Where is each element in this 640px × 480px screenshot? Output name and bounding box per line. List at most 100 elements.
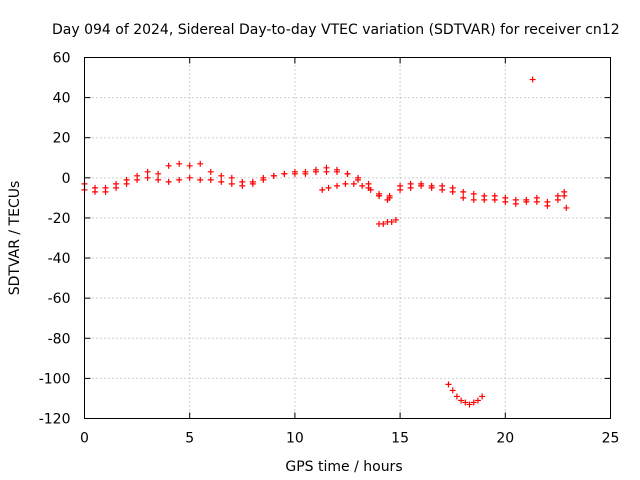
y-tick-label: 60	[53, 51, 71, 67]
y-tick-label: -100	[39, 371, 71, 387]
series-low-segment	[376, 216, 399, 227]
data-point	[418, 180, 425, 187]
data-point	[270, 172, 277, 179]
data-point	[176, 160, 183, 167]
data-point	[376, 192, 383, 199]
data-point	[407, 180, 414, 187]
data-point	[481, 192, 488, 199]
data-point	[239, 178, 246, 185]
chart-title: Day 094 of 2024, Sidereal Day-to-day VTE…	[52, 22, 620, 38]
data-point	[466, 401, 473, 408]
series-secondary-arc	[319, 180, 391, 203]
y-tick-label: -80	[48, 331, 71, 347]
data-point	[554, 192, 561, 199]
data-point	[134, 172, 141, 179]
data-point	[165, 162, 172, 169]
data-point	[92, 184, 99, 191]
data-point	[155, 176, 162, 183]
data-point	[449, 184, 456, 191]
data-point	[449, 387, 456, 394]
data-point	[563, 204, 570, 211]
data-point	[302, 168, 309, 175]
data-point	[512, 196, 519, 203]
data-point	[197, 160, 204, 167]
series-outlier	[529, 76, 536, 83]
axis-ticks: 0 5 10 15 20 25 -120 -100 -80 -60 -40 -20 0 20 40 60	[39, 51, 620, 447]
x-tick-label: 0	[80, 431, 89, 447]
data-points	[81, 76, 570, 408]
data-point	[260, 174, 267, 181]
data-point	[523, 196, 530, 203]
y-axis-label: SDTVAR / TECUs	[7, 181, 23, 296]
data-point	[384, 196, 391, 203]
series-main-band-upper	[81, 160, 568, 205]
data-point	[312, 166, 319, 173]
y-tick-label: -60	[48, 291, 71, 307]
data-point	[458, 397, 465, 404]
data-point	[207, 168, 214, 175]
data-point	[319, 186, 326, 193]
x-tick-label: 25	[602, 431, 620, 447]
data-point	[144, 174, 151, 181]
data-point	[397, 182, 404, 189]
data-point	[359, 182, 366, 189]
data-point	[333, 166, 340, 173]
data-point	[445, 381, 452, 388]
data-point	[479, 393, 486, 400]
data-point	[186, 162, 193, 169]
data-point	[291, 168, 298, 175]
data-point	[544, 198, 551, 205]
data-point	[470, 196, 477, 203]
data-point	[344, 170, 351, 177]
series-end-point	[563, 204, 570, 211]
y-tick-label: -120	[39, 412, 71, 428]
y-tick-label: -40	[48, 251, 71, 267]
data-point	[228, 174, 235, 181]
data-point	[123, 176, 130, 183]
data-point	[165, 178, 172, 185]
data-point	[439, 182, 446, 189]
y-tick-label: 0	[62, 171, 71, 187]
x-tick-label: 15	[391, 431, 409, 447]
data-point	[350, 180, 357, 187]
series-dip-arc	[445, 381, 486, 408]
data-point	[529, 76, 536, 83]
x-tick-label: 5	[185, 431, 194, 447]
data-point	[186, 174, 193, 181]
data-point	[228, 180, 235, 187]
data-point	[367, 186, 374, 193]
data-point	[428, 182, 435, 189]
data-point	[218, 178, 225, 185]
x-tick-label: 20	[496, 431, 514, 447]
data-point	[470, 399, 477, 406]
data-point	[561, 188, 568, 195]
x-tick-label: 10	[286, 431, 304, 447]
data-point	[144, 168, 151, 175]
data-point	[460, 194, 467, 201]
data-point	[323, 164, 330, 171]
data-point	[281, 170, 288, 177]
data-point	[453, 393, 460, 400]
series-main-band-lower	[81, 168, 568, 209]
data-point	[462, 399, 469, 406]
data-point	[491, 192, 498, 199]
plot-frame	[84, 57, 611, 419]
y-tick-label: -20	[48, 211, 71, 227]
grid-lines	[84, 57, 611, 419]
data-point	[249, 178, 256, 185]
data-point	[325, 184, 332, 191]
data-point	[342, 180, 349, 187]
x-axis-label: GPS time / hours	[285, 459, 402, 475]
data-point	[113, 180, 120, 187]
data-point	[388, 218, 395, 225]
data-point	[470, 190, 477, 197]
data-point	[392, 216, 399, 223]
y-tick-label: 40	[53, 91, 71, 107]
data-point	[176, 176, 183, 183]
data-point	[502, 194, 509, 201]
data-point	[380, 220, 387, 227]
data-point	[197, 176, 204, 183]
data-point	[474, 397, 481, 404]
data-point	[102, 184, 109, 191]
